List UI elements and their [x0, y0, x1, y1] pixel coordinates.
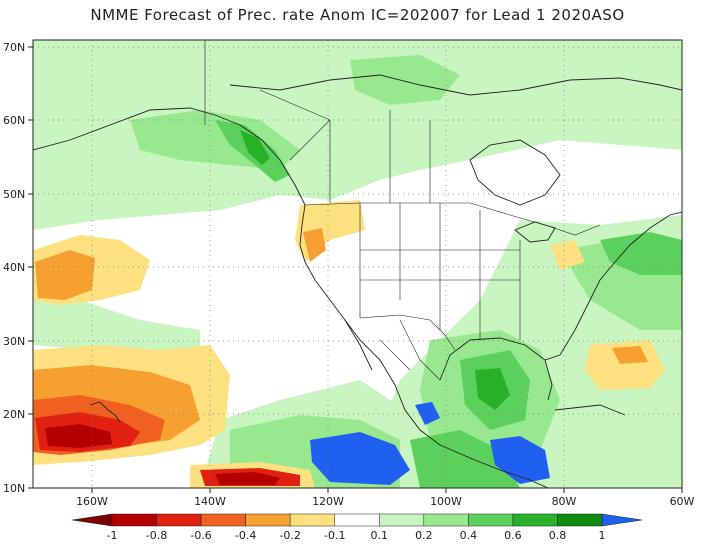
west-coast — [299, 204, 549, 488]
coastlines — [33, 74, 682, 488]
colorbar-arrow-low — [71, 513, 113, 527]
colorbar-swatch — [245, 513, 291, 527]
anomaly-very-strong-wet-2 — [475, 368, 510, 410]
arctic-coast — [229, 74, 682, 96]
anomaly-dry-npacific-orange — [35, 250, 95, 300]
colorbar-swatch — [468, 513, 514, 527]
state-lines — [359, 203, 521, 340]
lat-label: 20N — [3, 408, 25, 421]
colorbar-swatch — [379, 513, 425, 527]
colorbar-label: -1 — [107, 529, 118, 542]
anomaly-fields — [33, 40, 682, 488]
anomaly-dry-hawaii-core — [45, 424, 112, 448]
lon-label: 100W — [430, 495, 462, 508]
anomaly-dry-eastpac-core — [215, 472, 280, 485]
colorbar-swatch — [289, 513, 335, 527]
colorbar-swatch — [557, 513, 603, 527]
anomaly-wet-north — [33, 40, 682, 230]
map-frame — [32, 39, 683, 489]
tick-marks — [28, 46, 683, 493]
mexico-states — [379, 319, 441, 381]
anomaly-moderate-wet-5 — [350, 55, 460, 105]
colorbar-label: -0.8 — [146, 529, 167, 542]
colorbar-label: 0.1 — [371, 529, 389, 542]
lon-label: 60W — [670, 495, 695, 508]
grid — [33, 40, 682, 488]
lat-label: 40N — [3, 261, 25, 274]
lon-label: 120W — [312, 495, 344, 508]
colorbar-label: 0.4 — [460, 529, 478, 542]
colorbar — [71, 513, 643, 527]
lon-label: 140W — [194, 495, 226, 508]
anomaly-very-strong-wet-1 — [240, 130, 270, 165]
colorbar-labels: -1 -0.8 -0.6 -0.4 -0.2 -0.1 0.1 0.2 0.4 0.6 0.8 1 — [107, 529, 606, 542]
colorbar-label: 0.6 — [504, 529, 522, 542]
colorbar-label: -0.6 — [190, 529, 211, 542]
colorbar-arrow-high — [601, 513, 643, 527]
lat-label: 30N — [3, 335, 25, 348]
political-borders — [204, 40, 601, 381]
hawaii-islands — [89, 401, 121, 423]
anomaly-dry-atlantic-orange — [612, 346, 648, 364]
colorbar-swatch — [334, 513, 380, 527]
colorbar-label: -0.1 — [324, 529, 345, 542]
alaska-coast — [33, 107, 306, 206]
canada-provinces — [259, 89, 431, 203]
colorbar-label: 1 — [599, 529, 606, 542]
colorbar-swatch — [111, 513, 157, 527]
anomaly-extreme-wet-yucatan — [415, 402, 440, 425]
colorbar-swatch — [200, 513, 246, 527]
lon-label: 80W — [552, 495, 577, 508]
lat-label: 10N — [3, 482, 25, 495]
colorbar-label: 0.2 — [415, 529, 433, 542]
anomaly-dry-great-lakes — [550, 240, 585, 270]
hudson-bay — [469, 139, 561, 206]
lon-labels: 160W 140W 120W 100W 80W 60W — [76, 495, 694, 508]
baja — [344, 319, 373, 371]
colorbar-label: 0.8 — [549, 529, 567, 542]
anomaly-wet-west-band — [33, 290, 200, 360]
map-title: NMME Forecast of Prec. rate Anom IC=2020… — [90, 6, 625, 24]
anomaly-dry-pnw-orange — [303, 228, 326, 262]
colorbar-swatch — [512, 513, 558, 527]
us-canada-border — [304, 202, 601, 236]
colorbar-label: -0.4 — [235, 529, 256, 542]
colorbar-label: -0.2 — [279, 529, 300, 542]
lat-label: 60N — [3, 114, 25, 127]
colorbar-swatch — [156, 513, 202, 527]
anomaly-extreme-wet-pacific — [310, 432, 410, 485]
lat-label: 50N — [3, 188, 25, 201]
lat-labels: 70N 60N 50N 40N 30N 20N 10N — [3, 41, 25, 495]
cuba — [554, 404, 626, 416]
lat-label: 70N — [3, 41, 25, 54]
colorbar-swatch — [423, 513, 469, 527]
great-lakes — [514, 221, 556, 243]
us-mexico-border — [359, 314, 456, 351]
anomaly-strong-wet-central-am — [410, 430, 520, 488]
florida — [544, 359, 553, 401]
anomaly-dry-atlantic — [585, 340, 665, 390]
east-coast — [559, 211, 682, 356]
lon-label: 160W — [76, 495, 108, 508]
anomaly-strong-wet-atlantic — [600, 232, 682, 275]
